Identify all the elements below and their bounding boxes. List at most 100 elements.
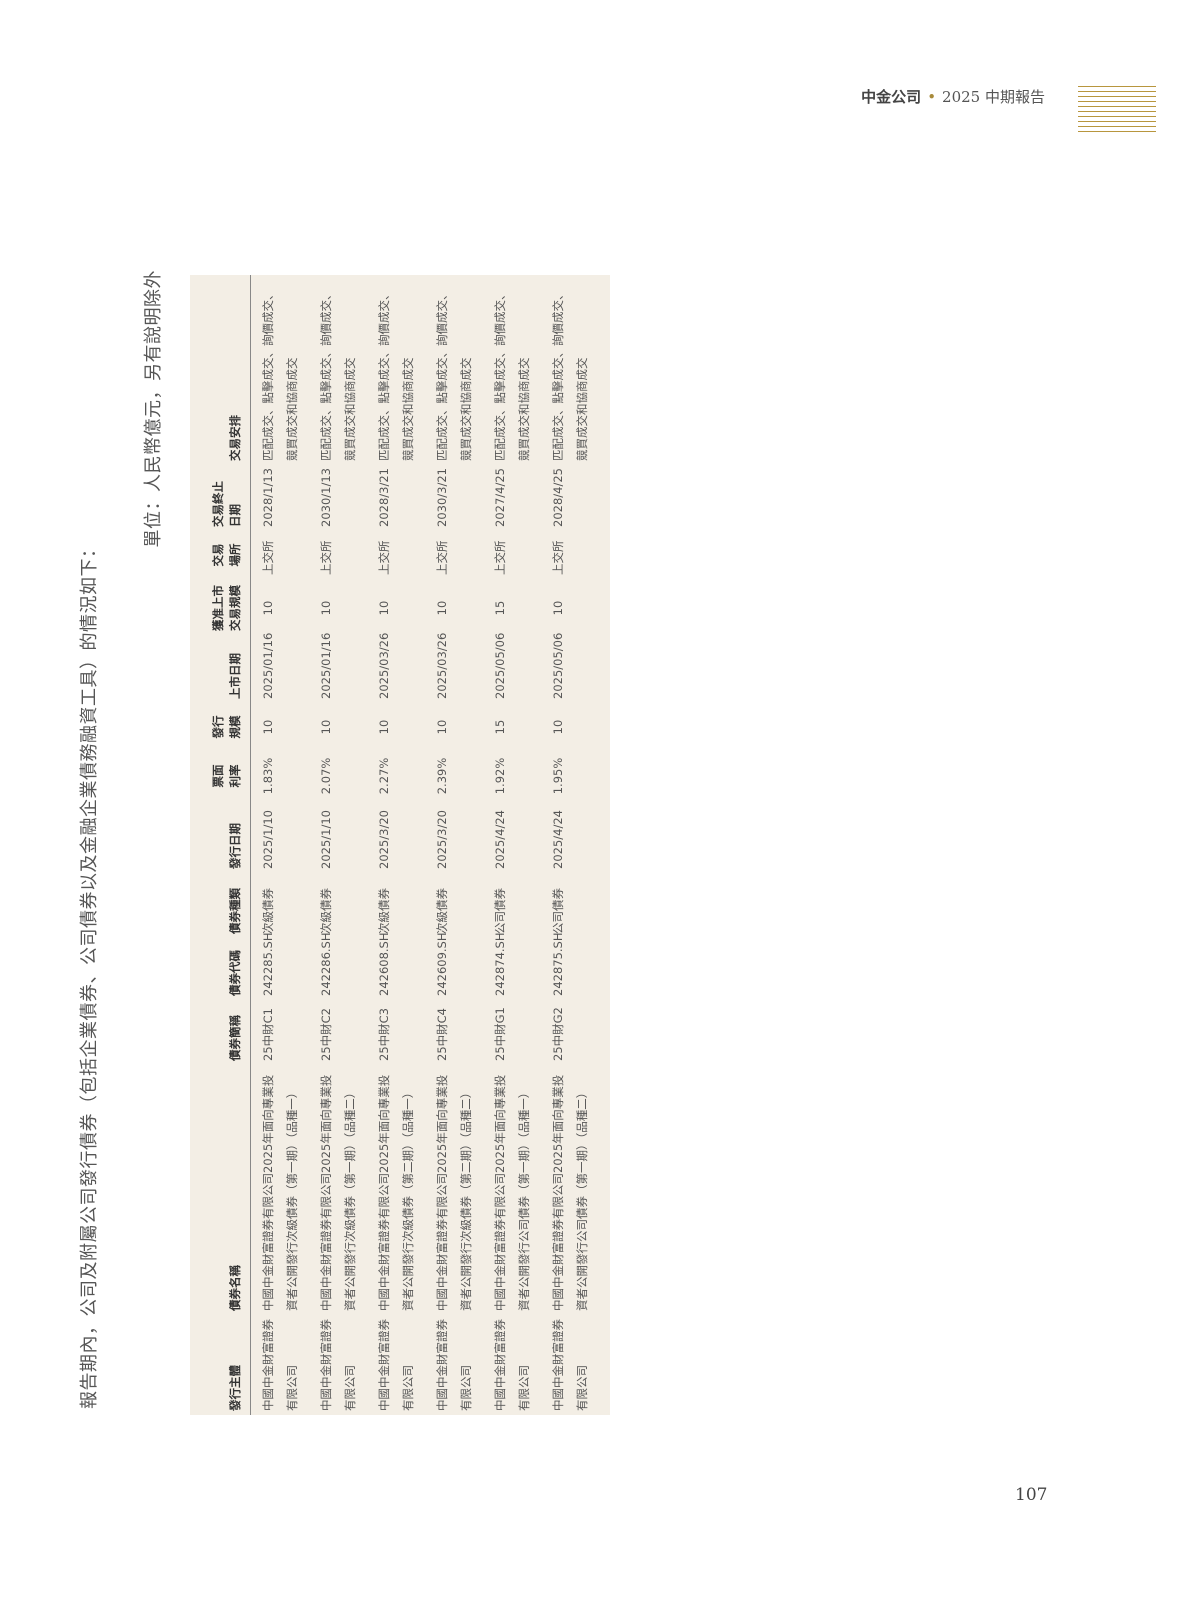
table-cell: 15 xyxy=(493,600,507,616)
table-cell: 上交所 xyxy=(319,540,333,576)
table-header-row: 發行主體 債券名稱 債券簡稱 債券代碼 債券種類 發行日期 票面 利率 發行 規模 上市日期 獲准… xyxy=(190,275,251,1415)
table-cell: 242609.SH xyxy=(435,932,449,996)
table-cell: 公司債券 xyxy=(551,888,565,934)
table-cell: 匹配成交、點擊成交、詢價成交、競買成交和協商成交 xyxy=(319,288,357,462)
table-cell: 中國中金財富證券有限公司2025年面向專業投資者公開發行次級債券（第二期）（品種… xyxy=(435,1074,473,1311)
table-cell: 中國中金財富證券有限公司 xyxy=(377,1319,415,1411)
table-cell: 2030/1/13 xyxy=(319,468,333,527)
table-cell: 中國中金財富證券有限公司 xyxy=(261,1319,299,1411)
unit-note: 單位：人民幣億元，另有說明除外 xyxy=(143,270,164,548)
table-cell: 1.83% xyxy=(261,757,275,795)
table-cell: 2030/3/21 xyxy=(435,468,449,527)
header-separator: • xyxy=(927,88,937,106)
table-cell: 上交所 xyxy=(261,540,275,576)
table-cell: 2025/4/24 xyxy=(551,810,565,869)
table-cell: 中國中金財富證券有限公司2025年面向專業投資者公開發行公司債券（第一期）（品種… xyxy=(551,1074,589,1311)
table-cell: 10 xyxy=(261,600,275,616)
table-cell: 2027/4/25 xyxy=(493,468,507,527)
column-header: 交易終止 日期 xyxy=(190,465,251,531)
table-cell: 1.92% xyxy=(493,757,507,795)
column-header: 發行 規模 xyxy=(190,703,251,751)
column-header: 發行主體 xyxy=(190,1315,251,1415)
column-header: 交易安排 xyxy=(190,275,251,465)
table-cell: 中國中金財富證券有限公司2025年面向專業投資者公開發行次級債券（第二期）（品種… xyxy=(377,1074,415,1311)
table-cell: 2025/03/26 xyxy=(435,632,449,699)
table-cell: 2025/3/20 xyxy=(377,810,391,869)
table-cell: 10 xyxy=(551,719,565,735)
table-cell: 242875.SH xyxy=(551,932,565,996)
gold-rule-decoration xyxy=(1078,86,1156,132)
table-cell: 匹配成交、點擊成交、詢價成交、競買成交和協商成交 xyxy=(261,288,299,462)
table-cell: 242285.SH xyxy=(261,932,275,996)
table-cell: 2025/05/06 xyxy=(493,632,507,699)
table-cell: 2025/03/26 xyxy=(377,632,391,699)
report-title: 2025 中期報告 xyxy=(942,88,1045,106)
column-header: 債券簡稱 xyxy=(190,1000,251,1065)
table-cell: 25中財C1 xyxy=(261,1008,275,1061)
table-cell: 中國中金財富證券有限公司2025年面向專業投資者公開發行次級債券（第一期）（品種… xyxy=(319,1074,357,1311)
table-cell: 匹配成交、點擊成交、詢價成交、競買成交和協商成交 xyxy=(435,288,473,462)
table-cell: 10 xyxy=(319,600,333,616)
table-cell: 匹配成交、點擊成交、詢價成交、競買成交和協商成交 xyxy=(493,288,531,462)
table-cell: 2028/3/21 xyxy=(377,468,391,527)
bond-issuance-table: 發行主體 債券名稱 債券簡稱 債券代碼 債券種類 發行日期 票面 利率 發行 規模 上市日期 獲准… xyxy=(190,275,610,1415)
table-cell: 中國中金財富證券有限公司 xyxy=(551,1319,589,1411)
table-cell: 2028/4/25 xyxy=(551,468,565,527)
table-cell: 242286.SH xyxy=(319,932,333,996)
table-row: 中國中金財富證券有限公司 中國中金財富證券有限公司2025年面向專業投資者公開發行… xyxy=(541,275,599,1415)
table-cell: 2025/1/10 xyxy=(261,810,275,869)
table-cell: 10 xyxy=(377,600,391,616)
table-row: 中國中金財富證券有限公司 中國中金財富證券有限公司2025年面向專業投資者公開發行… xyxy=(309,275,367,1415)
table-cell: 25中財C3 xyxy=(377,1008,391,1061)
table-cell: 25中財G2 xyxy=(551,1007,565,1061)
table-cell: 次級債券 xyxy=(319,888,333,934)
page-number: 107 xyxy=(1015,1485,1048,1505)
table-cell: 15 xyxy=(493,719,507,735)
table-cell: 匹配成交、點擊成交、詢價成交、競買成交和協商成交 xyxy=(551,288,589,462)
column-header: 債券名稱 xyxy=(190,1065,251,1315)
table-cell: 10 xyxy=(551,600,565,616)
table-cell: 上交所 xyxy=(493,540,507,576)
table-cell: 中國中金財富證券有限公司2025年面向專業投資者公開發行公司債券（第一期）（品種… xyxy=(493,1074,531,1311)
table-row: 中國中金財富證券有限公司 中國中金財富證券有限公司2025年面向專業投資者公開發行… xyxy=(483,275,541,1415)
table-cell: 25中財C2 xyxy=(319,1008,333,1061)
table-cell: 10 xyxy=(435,600,449,616)
table-cell: 上交所 xyxy=(551,540,565,576)
table-cell: 2.27% xyxy=(377,757,391,795)
table-cell: 2025/3/20 xyxy=(435,810,449,869)
table-row: 中國中金財富證券有限公司 中國中金財富證券有限公司2025年面向專業投資者公開發行… xyxy=(367,275,425,1415)
intro-text: 報告期內，公司及附屬公司發行債券（包括企業債券、公司債券以及金融企業債務融資工具… xyxy=(79,539,100,1410)
table-cell: 次級債券 xyxy=(261,888,275,934)
column-header: 債券代碼 xyxy=(190,938,251,1000)
table-cell: 242874.SH xyxy=(493,932,507,996)
table-cell: 2025/01/16 xyxy=(261,632,275,699)
table-cell: 2.39% xyxy=(435,757,449,795)
table-cell: 2025/01/16 xyxy=(319,632,333,699)
table-cell: 10 xyxy=(319,719,333,735)
column-header: 票面 利率 xyxy=(190,751,251,801)
table-cell: 10 xyxy=(377,719,391,735)
table-cell: 公司債券 xyxy=(493,888,507,934)
column-header: 獲准上市 交易規模 xyxy=(190,579,251,637)
table-cell: 匹配成交、點擊成交、詢價成交、競買成交和協商成交 xyxy=(377,288,415,462)
table-cell: 25中財C4 xyxy=(435,1008,449,1061)
table-cell: 次級債券 xyxy=(377,888,391,934)
table-cell: 上交所 xyxy=(435,540,449,576)
table-row: 中國中金財富證券有限公司 中國中金財富證券有限公司2025年面向專業投資者公開發行… xyxy=(425,275,483,1415)
table-cell: 上交所 xyxy=(377,540,391,576)
table-cell: 中國中金財富證券有限公司 xyxy=(319,1319,357,1411)
table-row: 中國中金財富證券有限公司 中國中金財富證券有限公司2025年面向專業投資者公開發行… xyxy=(251,275,310,1415)
table-cell: 2.07% xyxy=(319,757,333,795)
table-cell: 10 xyxy=(435,719,449,735)
table-cell: 2025/05/06 xyxy=(551,632,565,699)
table-cell: 10 xyxy=(261,719,275,735)
table-cell: 次級債券 xyxy=(435,888,449,934)
column-header: 交易 場所 xyxy=(190,531,251,579)
column-header: 債券種類 xyxy=(190,873,251,938)
table-cell: 中國中金財富證券有限公司2025年面向專業投資者公開發行次級債券（第一期）（品種… xyxy=(261,1074,299,1311)
table-cell: 25中財G1 xyxy=(493,1007,507,1061)
table-cell: 242608.SH xyxy=(377,932,391,996)
company-name: 中金公司 xyxy=(861,88,922,106)
table-cell: 中國中金財富證券有限公司 xyxy=(493,1319,531,1411)
table-cell: 2028/1/13 xyxy=(261,468,275,527)
